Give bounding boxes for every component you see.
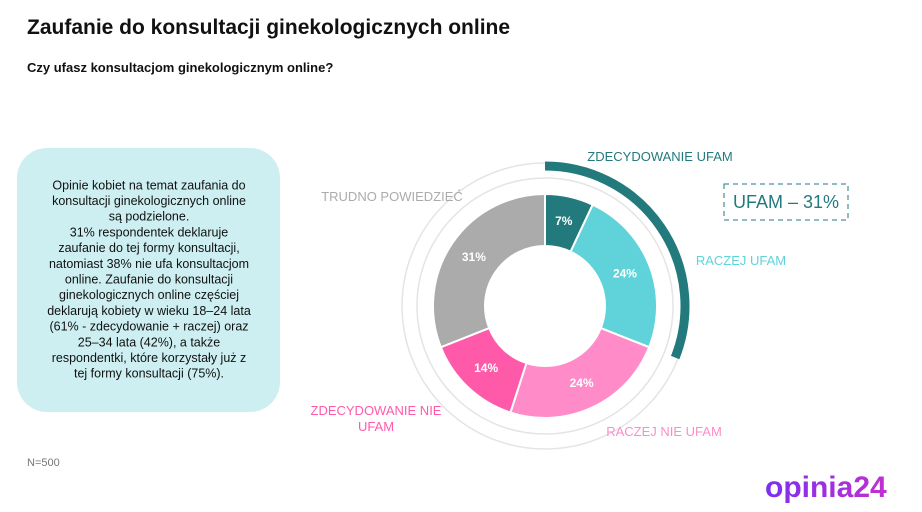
- category-label: ZDECYDOWANIE NIE UFAM: [310, 403, 442, 434]
- category-label: TRUDNO POWIEDZIEĆ: [321, 189, 463, 204]
- note-line: zaufanie do tej formy konsultacji,: [58, 241, 239, 255]
- note-box: [17, 148, 280, 412]
- note-line: online. Zaufanie do konsultacji: [65, 272, 233, 286]
- highlight-label: UFAM – 31%: [733, 192, 839, 212]
- note-line: (61% - zdecydowanie + raczej) oraz: [49, 320, 248, 334]
- ring: [416, 177, 674, 435]
- note-line: tej formy konsultacji (75%).: [74, 367, 224, 381]
- note-line: deklarują kobiety w wieku 18–24 lata: [47, 304, 251, 318]
- logo: opinia24: [765, 471, 887, 504]
- category-label: RACZEJ NIE UFAM: [606, 424, 722, 439]
- note-line: 31% respondentek deklaruje: [70, 225, 228, 239]
- slice: [432, 192, 546, 349]
- value-label: 24%: [570, 376, 594, 390]
- note-line: konsultacji ginekologicznych online: [52, 194, 246, 208]
- sample-size: N=500: [27, 457, 60, 469]
- title: Zaufanie do konsultacji ginekologicznych…: [27, 16, 510, 39]
- slice: [509, 326, 651, 419]
- note-line: ginekologicznych online częściej: [59, 288, 239, 302]
- category-label: ZDECYDOWANIE UFAM: [587, 149, 733, 164]
- note-line: 25–34 lata (42%), a także: [78, 335, 220, 349]
- highlight-arc: [544, 161, 690, 360]
- value-label: 31%: [462, 250, 486, 264]
- value-label: 14%: [474, 361, 498, 375]
- value-label: 7%: [555, 214, 573, 228]
- note-line: są podzielone.: [109, 210, 190, 224]
- subtitle: Czy ufasz konsultacjom ginekologicznym o…: [27, 60, 333, 75]
- note-line: natomiast 38% nie ufa konsultacjom: [49, 257, 249, 271]
- category-label: RACZEJ UFAM: [695, 253, 787, 268]
- slice: [569, 203, 658, 349]
- note: Opinie kobiet na temat zaufania do konsul…: [47, 178, 251, 380]
- value-label: 24%: [613, 267, 637, 281]
- note-line: Opinie kobiet na temat zaufania do: [52, 178, 245, 192]
- note-line: respondentki, które korzystały już z: [52, 351, 247, 365]
- highlight-box: [723, 183, 849, 221]
